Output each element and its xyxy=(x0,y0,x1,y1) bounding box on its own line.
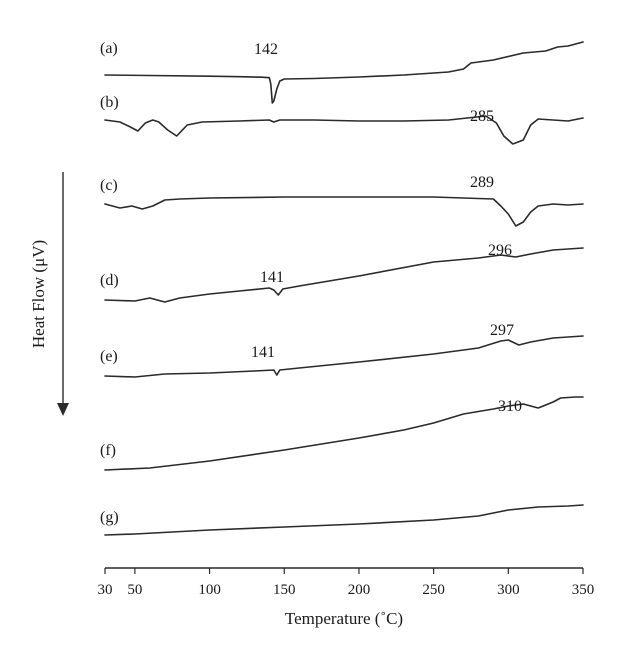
x-axis: 30 50 100 150 200 250 300 350 Temperature (˚C) xyxy=(98,567,595,628)
peak-label-e-141: 141 xyxy=(251,344,275,361)
x-tick-label-50: 50 xyxy=(127,582,142,598)
heat-flow-arrow-head xyxy=(57,403,69,416)
peak-label-a-142: 142 xyxy=(254,41,278,58)
series-label-a: (a) xyxy=(100,40,118,57)
peak-labels-layer: 142 285 289 141 296 141 297 310 xyxy=(251,41,522,415)
series-label-d: (d) xyxy=(100,272,119,289)
curve-f xyxy=(104,396,584,471)
x-tick-label-300: 300 xyxy=(497,582,520,598)
x-tick-label-350: 350 xyxy=(572,582,595,598)
series-labels-layer: (a) (b) (c) (d) (e) (f) (g) xyxy=(100,40,119,526)
curve-b xyxy=(104,115,584,145)
x-tick-label-250: 250 xyxy=(422,582,445,598)
peak-label-d-296: 296 xyxy=(488,242,512,259)
peak-label-b-285: 285 xyxy=(470,108,494,125)
x-tick-label-30: 30 xyxy=(98,582,113,598)
series-label-f: (f) xyxy=(100,442,116,459)
curve-e xyxy=(104,335,584,378)
series-label-g: (g) xyxy=(100,509,119,526)
curve-g xyxy=(104,504,584,536)
curve-a xyxy=(104,41,584,104)
series-label-b: (b) xyxy=(100,94,119,111)
curve-c xyxy=(104,196,584,227)
x-tick-label-100: 100 xyxy=(198,582,221,598)
curves-layer xyxy=(104,41,584,536)
peak-label-c-289: 289 xyxy=(470,174,494,191)
y-axis: Heat Flow (μV) xyxy=(29,172,69,416)
x-tick-label-200: 200 xyxy=(348,582,371,598)
x-axis-title: Temperature (˚C) xyxy=(285,609,403,628)
series-label-c: (c) xyxy=(100,177,118,194)
curve-d xyxy=(104,247,584,303)
x-tick-label-150: 150 xyxy=(273,582,296,598)
peak-label-e-297: 297 xyxy=(490,322,514,339)
peak-label-f-310: 310 xyxy=(498,398,522,415)
x-ticks: 30 50 100 150 200 250 300 350 xyxy=(98,568,595,598)
series-label-e: (e) xyxy=(100,348,118,365)
y-axis-title: Heat Flow (μV) xyxy=(29,240,48,348)
peak-label-d-141: 141 xyxy=(260,269,284,286)
